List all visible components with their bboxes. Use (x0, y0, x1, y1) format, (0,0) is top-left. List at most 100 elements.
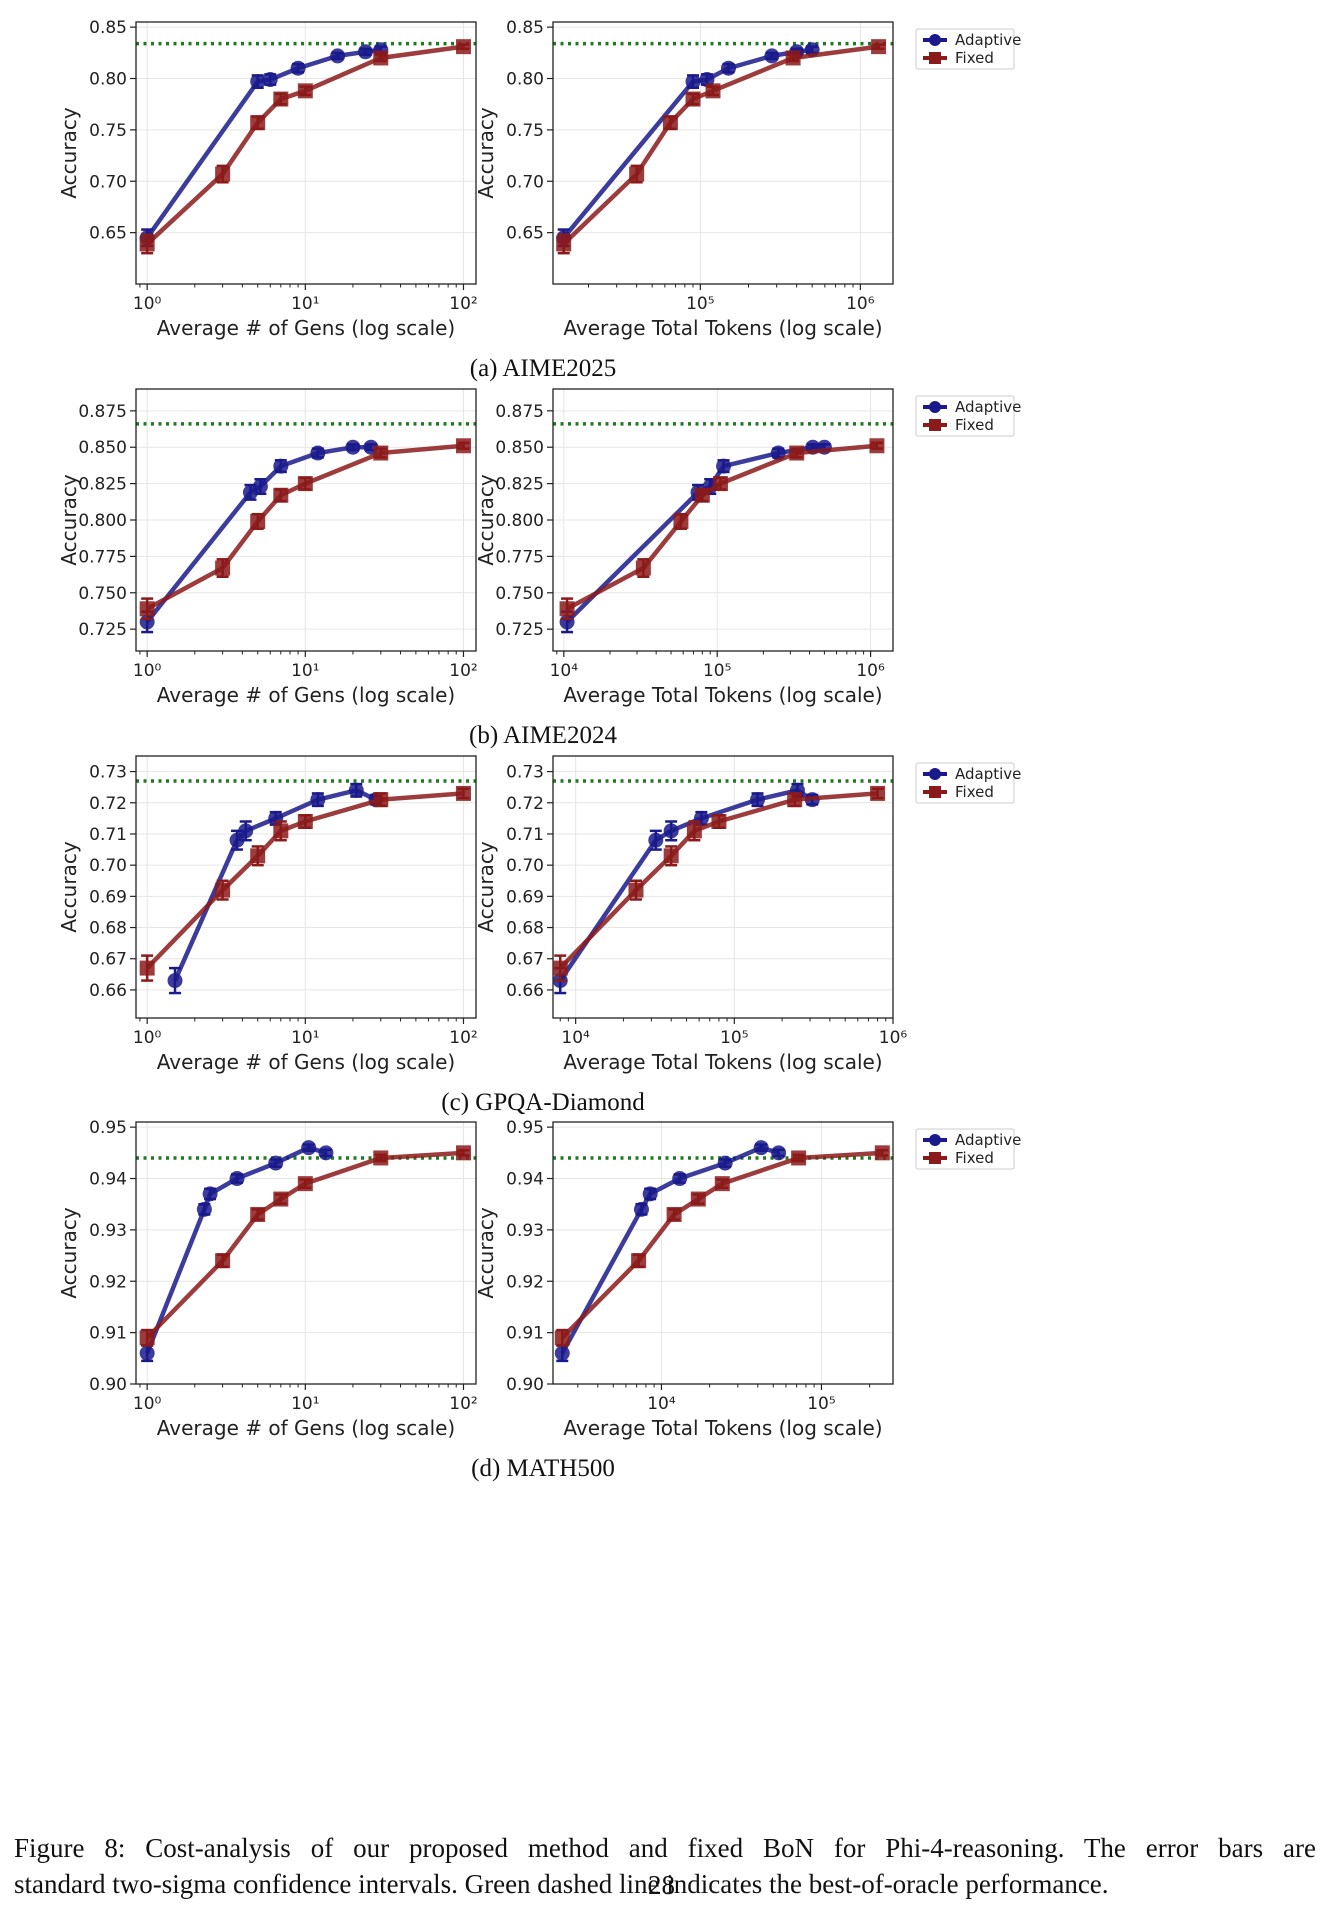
fixed-point-3 (250, 513, 266, 529)
y-tick-label-2: 0.750 (78, 584, 127, 604)
y-tick-label-6: 0.71 (89, 825, 127, 845)
adaptive-point-7 (771, 1145, 787, 1161)
figure-caption: Figure 8: Cost-analysis of our proposed … (14, 1830, 1316, 1902)
y-tick-label-4: 0.93 (506, 1221, 544, 1241)
legend-label-fixed: Fixed (955, 783, 994, 801)
y-tick-label-1: 0.90 (506, 1375, 544, 1395)
adaptive-point-5 (268, 1155, 284, 1171)
y-axis-label: Accuracy (57, 474, 81, 565)
x-tick-label-3: 10⁶ (879, 1028, 908, 1048)
fixed-point-2 (215, 166, 231, 182)
legend-label-adaptive: Adaptive (955, 31, 1021, 49)
fixed-point-7 (455, 785, 471, 801)
x-axis-label: Average # of Gens (log scale) (157, 316, 455, 340)
x-tick-label-3: 10² (449, 294, 477, 314)
adaptive-point-3 (252, 479, 268, 495)
y-tick-label-3: 0.75 (89, 121, 127, 141)
y-tick-label-5: 0.94 (506, 1170, 544, 1190)
adaptive-series-line (558, 788, 814, 982)
adaptive-point-3 (642, 1186, 658, 1202)
x-tick-label-2: 10⁵ (720, 1028, 748, 1048)
fixed-point-4 (273, 91, 289, 107)
x-axis-label: Average Total Tokens (log scale) (563, 1416, 882, 1440)
legend-marker-adaptive (929, 768, 941, 780)
x-axis-label: Average Total Tokens (log scale) (563, 683, 882, 707)
legend-label-adaptive: Adaptive (955, 765, 1021, 783)
y-tick-label-4: 0.80 (89, 70, 127, 90)
chart-panel-5: 0.66 0.67 0.68 0.69 0.70 0.71 0.72 0.73 10⁰ 10¹ 10… (57, 755, 478, 1074)
adaptive-point-6 (345, 439, 361, 455)
fixed-point-6 (789, 445, 805, 461)
adaptive-point-5 (310, 445, 326, 461)
y-axis-label: Accuracy (474, 474, 498, 565)
caption-line-2: standard two-sigma confidence intervals.… (14, 1869, 1109, 1899)
x-tick-label-2: 10⁵ (703, 661, 731, 681)
legend-marker-adaptive (929, 34, 941, 46)
y-tick-label-6: 0.850 (78, 438, 127, 458)
y-tick-label-7: 0.72 (506, 794, 544, 814)
y-tick-label-4: 0.69 (506, 887, 544, 907)
y-axis-label: Accuracy (474, 107, 498, 198)
fixed-point-5 (714, 1176, 730, 1192)
adaptive-point-1 (167, 973, 183, 989)
y-tick-label-4: 0.80 (506, 70, 544, 90)
fixed-point-6 (373, 1150, 389, 1166)
fixed-point-2 (215, 560, 231, 576)
y-tick-label-6: 0.850 (495, 438, 544, 458)
fixed-point-5 (297, 814, 313, 829)
y-tick-label-3: 0.75 (506, 121, 544, 141)
adaptive-series-line (145, 444, 371, 624)
y-tick-label-5: 0.85 (506, 18, 544, 38)
y-tick-label-1: 0.725 (495, 620, 544, 640)
y-tick-label-2: 0.70 (89, 172, 127, 192)
chart-panel-7: 0.90 0.91 0.92 0.93 0.94 0.95 10⁰ 10¹ 10²Average… (57, 1118, 478, 1440)
fixed-point-1 (139, 236, 155, 252)
y-tick-label-1: 0.725 (78, 620, 127, 640)
y-tick-label-8: 0.73 (89, 763, 127, 783)
adaptive-point-2 (648, 832, 664, 848)
x-tick-label-2: 10⁶ (846, 294, 875, 314)
subfigure-caption-1: (a) AIME2025 (470, 355, 617, 382)
y-tick-label-5: 0.825 (78, 475, 127, 495)
adaptive-point-7 (318, 1145, 334, 1161)
fixed-point-5 (712, 476, 728, 492)
y-tick-label-4: 0.800 (78, 511, 127, 531)
fixed-point-4 (690, 1191, 706, 1207)
subfigure-caption-2: (b) AIME2024 (469, 722, 617, 749)
fixed-point-1 (559, 601, 575, 617)
plot-frame (552, 21, 894, 285)
y-tick-label-2: 0.70 (506, 172, 544, 192)
x-tick-label-2: 10¹ (291, 661, 319, 681)
y-tick-label-3: 0.68 (506, 919, 544, 939)
x-tick-label-1: 10⁰ (133, 661, 162, 681)
adaptive-point-6 (753, 1140, 769, 1156)
adaptive-point-5 (717, 1155, 733, 1171)
plot-frame (135, 755, 477, 1019)
caption-line-1: Figure 8: Cost-analysis of our proposed … (14, 1833, 1316, 1863)
y-axis-label: Accuracy (57, 841, 81, 932)
x-tick-label-2: 10¹ (291, 1028, 319, 1048)
legend-label-adaptive: Adaptive (955, 1131, 1021, 1149)
x-tick-label-3: 10⁶ (856, 661, 885, 681)
fixed-point-6 (785, 50, 801, 66)
y-tick-label-3: 0.775 (495, 547, 544, 567)
fixed-point-3 (673, 513, 689, 529)
y-tick-label-5: 0.825 (495, 475, 544, 495)
fixed-point-2 (628, 882, 644, 898)
fixed-point-1 (552, 960, 568, 976)
y-tick-label-6: 0.71 (506, 825, 544, 845)
fixed-point-7 (871, 39, 887, 55)
adaptive-point-2 (685, 74, 701, 90)
y-tick-label-4: 0.69 (89, 887, 127, 907)
y-tick-label-5: 0.70 (506, 856, 544, 876)
legend-label-fixed: Fixed (955, 1149, 994, 1167)
page-number: 28 (648, 1870, 675, 1900)
fixed-point-2 (215, 1253, 231, 1269)
adaptive-point-2 (250, 74, 266, 90)
x-tick-label-1: 10⁵ (686, 294, 714, 314)
adaptive-point-6 (357, 44, 373, 60)
legend-marker-fixed (929, 419, 941, 431)
adaptive-point-6 (301, 1140, 317, 1156)
